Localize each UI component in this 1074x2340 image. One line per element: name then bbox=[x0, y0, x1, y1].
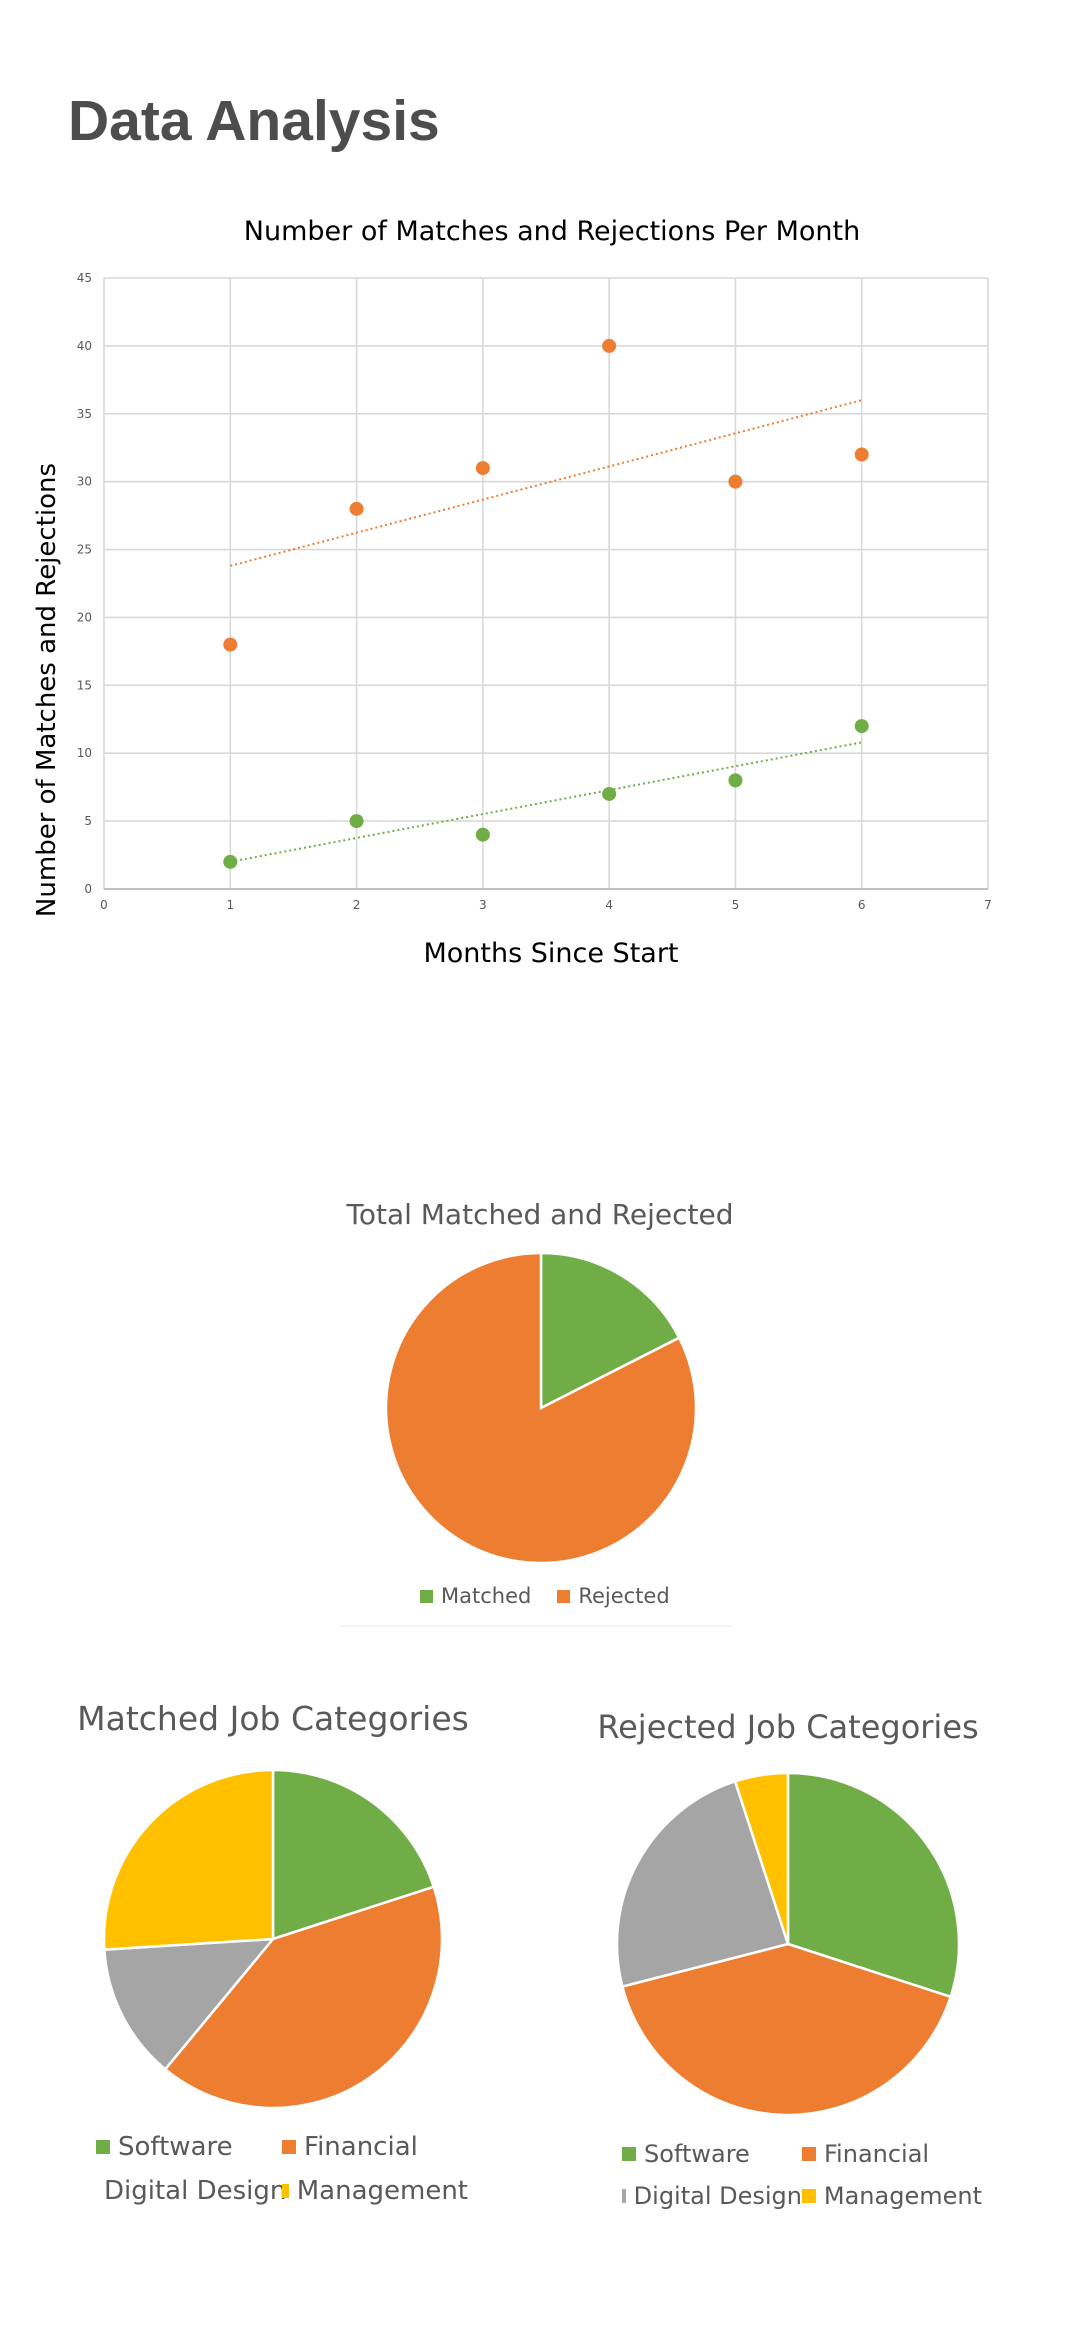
scatter-y-tick-label: 10 bbox=[77, 746, 92, 760]
scatter-chart: Number of Matches and Rejections Per Mon… bbox=[32, 216, 992, 969]
pie-slice-rejected bbox=[384, 1251, 698, 1565]
legend-item-digital-design: Digital Design bbox=[622, 2182, 802, 2210]
scatter-trendlines bbox=[230, 399, 862, 863]
legend-item-software: Software bbox=[622, 2140, 802, 2168]
legend-swatch bbox=[282, 2184, 289, 2198]
total-pie-chart: Total Matched and Rejected bbox=[340, 1198, 734, 1627]
legend-label: Digital Design bbox=[633, 2182, 802, 2210]
pie-slice-matched bbox=[539, 1251, 681, 1411]
total-pie-title: Total Matched and Rejected bbox=[345, 1198, 733, 1231]
matched-data-point bbox=[602, 786, 617, 801]
scatter-y-tick-label: 30 bbox=[77, 475, 92, 489]
legend-label: Financial bbox=[304, 2132, 418, 2162]
rejected-categories-slices bbox=[615, 1771, 961, 2117]
rejected-categories-pie-chart: Rejected Job Categories bbox=[597, 1708, 979, 2117]
legend-label: Software bbox=[118, 2132, 233, 2162]
legend-item-software: Software bbox=[96, 2132, 282, 2162]
scatter-y-tick-labels: 0 5 10 15 20 25 30 35 40 45 bbox=[77, 271, 92, 896]
legend-swatch bbox=[802, 2189, 816, 2203]
rejected-categories-legend: Software Financial Digital Design Managemen… bbox=[622, 2140, 1002, 2210]
pie-slice-financial bbox=[620, 1942, 953, 2117]
legend-label: Management bbox=[296, 2176, 468, 2206]
pie-slice-financial bbox=[163, 1885, 444, 2110]
legend-label: Matched bbox=[441, 1584, 532, 1608]
legend-item-digital-design: Digital Design bbox=[96, 2176, 286, 2206]
scatter-y-tick-label: 45 bbox=[77, 271, 92, 285]
matched-categories-pie-chart: Matched Job Categories bbox=[77, 1699, 469, 2110]
rejected-data-point bbox=[602, 338, 617, 353]
scatter-x-tick-label: 7 bbox=[984, 898, 992, 912]
legend-swatch bbox=[96, 2140, 110, 2154]
pie-slice-software bbox=[271, 1768, 436, 1941]
legend-swatch bbox=[282, 2140, 296, 2154]
pie-slice-digital-design bbox=[103, 1937, 276, 2071]
matched-categories-slices bbox=[102, 1768, 444, 2110]
legend-label: Financial bbox=[824, 2140, 930, 2168]
matched-data-point bbox=[728, 773, 743, 788]
legend-item-financial: Financial bbox=[282, 2132, 468, 2162]
matched-data-point bbox=[349, 814, 364, 829]
legend-swatch bbox=[622, 2147, 636, 2161]
legend-label: Software bbox=[644, 2140, 750, 2168]
legend-label: Digital Design bbox=[104, 2176, 287, 2206]
scatter-x-tick-labels: 0 1 2 3 4 5 6 7 bbox=[100, 898, 992, 912]
scatter-chart-title: Number of Matches and Rejections Per Mon… bbox=[244, 216, 860, 247]
scatter-x-axis-label: Months Since Start bbox=[423, 938, 678, 969]
total-pie-legend: Matched Rejected bbox=[420, 1584, 680, 1608]
scatter-x-tick-label: 6 bbox=[858, 898, 866, 912]
rejected-trendline bbox=[230, 399, 862, 567]
rejected-categories-title: Rejected Job Categories bbox=[597, 1708, 978, 1746]
legend-swatch bbox=[802, 2147, 816, 2161]
matched-categories-legend: Software Financial Digital Design Managemen… bbox=[96, 2132, 476, 2206]
legend-item-management: Management bbox=[802, 2182, 982, 2210]
legend-swatch bbox=[622, 2189, 626, 2203]
scatter-x-tick-label: 2 bbox=[353, 898, 361, 912]
matched-data-point bbox=[475, 827, 490, 842]
scatter-y-axis-label: Number of Matches and Rejections bbox=[32, 463, 62, 917]
pie-slice-digital-design bbox=[615, 1779, 790, 1989]
scatter-x-tick-label: 4 bbox=[605, 898, 613, 912]
scatter-x-tick-label: 1 bbox=[226, 898, 234, 912]
total-pie-slices bbox=[384, 1251, 698, 1565]
scatter-y-tick-label: 25 bbox=[77, 543, 92, 557]
scatter-y-tick-label: 20 bbox=[77, 610, 92, 624]
page-title: Data Analysis bbox=[68, 89, 440, 153]
scatter-y-tick-label: 0 bbox=[84, 882, 92, 896]
rejected-data-point bbox=[349, 501, 364, 516]
matched-data-point bbox=[223, 854, 238, 869]
scatter-y-tick-label: 5 bbox=[84, 814, 92, 828]
rejected-data-point bbox=[475, 461, 490, 476]
legend-item-financial: Financial bbox=[802, 2140, 982, 2168]
legend-item-matched: Matched bbox=[420, 1584, 531, 1608]
pie-slice-management bbox=[733, 1771, 790, 1945]
scatter-points bbox=[223, 338, 869, 869]
matched-trendline bbox=[230, 741, 862, 863]
scatter-gridlines bbox=[103, 277, 989, 890]
rejected-data-point bbox=[728, 474, 743, 489]
rejected-data-point bbox=[854, 447, 869, 462]
scatter-y-tick-label: 15 bbox=[77, 678, 92, 692]
legend-swatch bbox=[420, 1589, 433, 1603]
scatter-y-tick-label: 40 bbox=[77, 339, 92, 353]
legend-item-management: Management bbox=[282, 2176, 468, 2206]
scatter-x-tick-label: 0 bbox=[100, 898, 108, 912]
scatter-y-tick-label: 35 bbox=[77, 407, 92, 421]
legend-swatch bbox=[557, 1589, 571, 1603]
legend-label: Rejected bbox=[578, 1584, 670, 1608]
pie-slice-management bbox=[102, 1768, 275, 1951]
scatter-x-tick-label: 3 bbox=[479, 898, 487, 912]
legend-item-rejected: Rejected bbox=[557, 1584, 670, 1608]
legend-label: Management bbox=[823, 2182, 982, 2210]
rejected-data-point bbox=[223, 637, 238, 652]
pie-slice-software bbox=[786, 1771, 961, 1999]
scatter-x-tick-label: 5 bbox=[732, 898, 740, 912]
matched-data-point bbox=[854, 719, 869, 734]
matched-categories-title: Matched Job Categories bbox=[77, 1699, 469, 1738]
